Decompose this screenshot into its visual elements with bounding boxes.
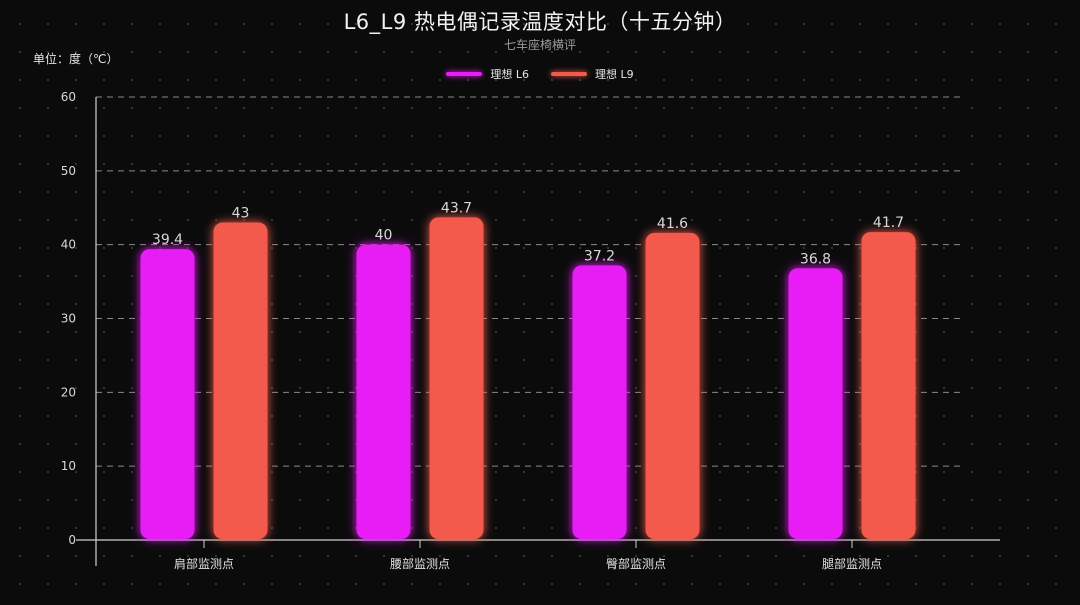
data-label: 41.6 bbox=[657, 216, 688, 232]
y-tick-label: 10 bbox=[61, 459, 76, 473]
data-label: 40 bbox=[375, 228, 393, 244]
chart-title: L6_L9 热电偶记录温度对比（十五分钟） bbox=[343, 10, 737, 34]
x-tick-label: 腿部监测点 bbox=[822, 556, 882, 571]
bars bbox=[140, 217, 916, 540]
legend-label-l6: 理想 L6 bbox=[490, 68, 529, 81]
legend-swatch-l9 bbox=[551, 72, 587, 76]
y-axis-unit-label: 单位：度（℃） bbox=[33, 52, 119, 66]
data-label: 36.8 bbox=[800, 251, 831, 267]
bar-l6[interactable] bbox=[140, 249, 195, 539]
axes bbox=[76, 97, 1000, 566]
data-label: 43 bbox=[232, 206, 250, 222]
bar-l9[interactable] bbox=[429, 217, 484, 539]
bar-l6[interactable] bbox=[788, 268, 843, 539]
legend-item-l9[interactable]: 理想 L9 bbox=[551, 66, 634, 82]
bar-l9[interactable] bbox=[861, 232, 916, 540]
labels: 0 10 20 30 40 50 60 肩部监测点 39.4 43 腰部监测点 40 43.7 臀部监测点… bbox=[61, 90, 904, 571]
y-tick-label: 0 bbox=[68, 533, 76, 547]
legend-item-l6[interactable]: 理想 L6 bbox=[446, 66, 529, 82]
legend: 理想 L6 理想 L9 bbox=[0, 66, 1080, 82]
y-tick-label: 50 bbox=[61, 164, 76, 178]
data-label: 41.7 bbox=[873, 215, 904, 231]
y-tick-label: 30 bbox=[61, 312, 76, 326]
x-tick-label: 腰部监测点 bbox=[390, 556, 450, 571]
bar-l6[interactable] bbox=[356, 244, 411, 539]
bar-l9[interactable] bbox=[213, 222, 268, 539]
legend-label-l9: 理想 L9 bbox=[595, 68, 634, 81]
x-tick-label: 臀部监测点 bbox=[606, 556, 666, 571]
bar-l6[interactable] bbox=[572, 265, 627, 539]
data-label: 39.4 bbox=[152, 232, 183, 248]
y-tick-label: 20 bbox=[61, 385, 76, 399]
bar-l9[interactable] bbox=[645, 232, 700, 539]
data-label: 37.2 bbox=[584, 248, 615, 264]
legend-swatch-l6 bbox=[446, 72, 483, 76]
y-tick-label: 40 bbox=[61, 238, 76, 252]
data-label: 43.7 bbox=[441, 200, 472, 216]
y-tick-label: 60 bbox=[61, 90, 76, 104]
x-tick-label: 肩部监测点 bbox=[174, 556, 234, 571]
chart-subtitle: 七车座椅横评 bbox=[503, 38, 576, 52]
